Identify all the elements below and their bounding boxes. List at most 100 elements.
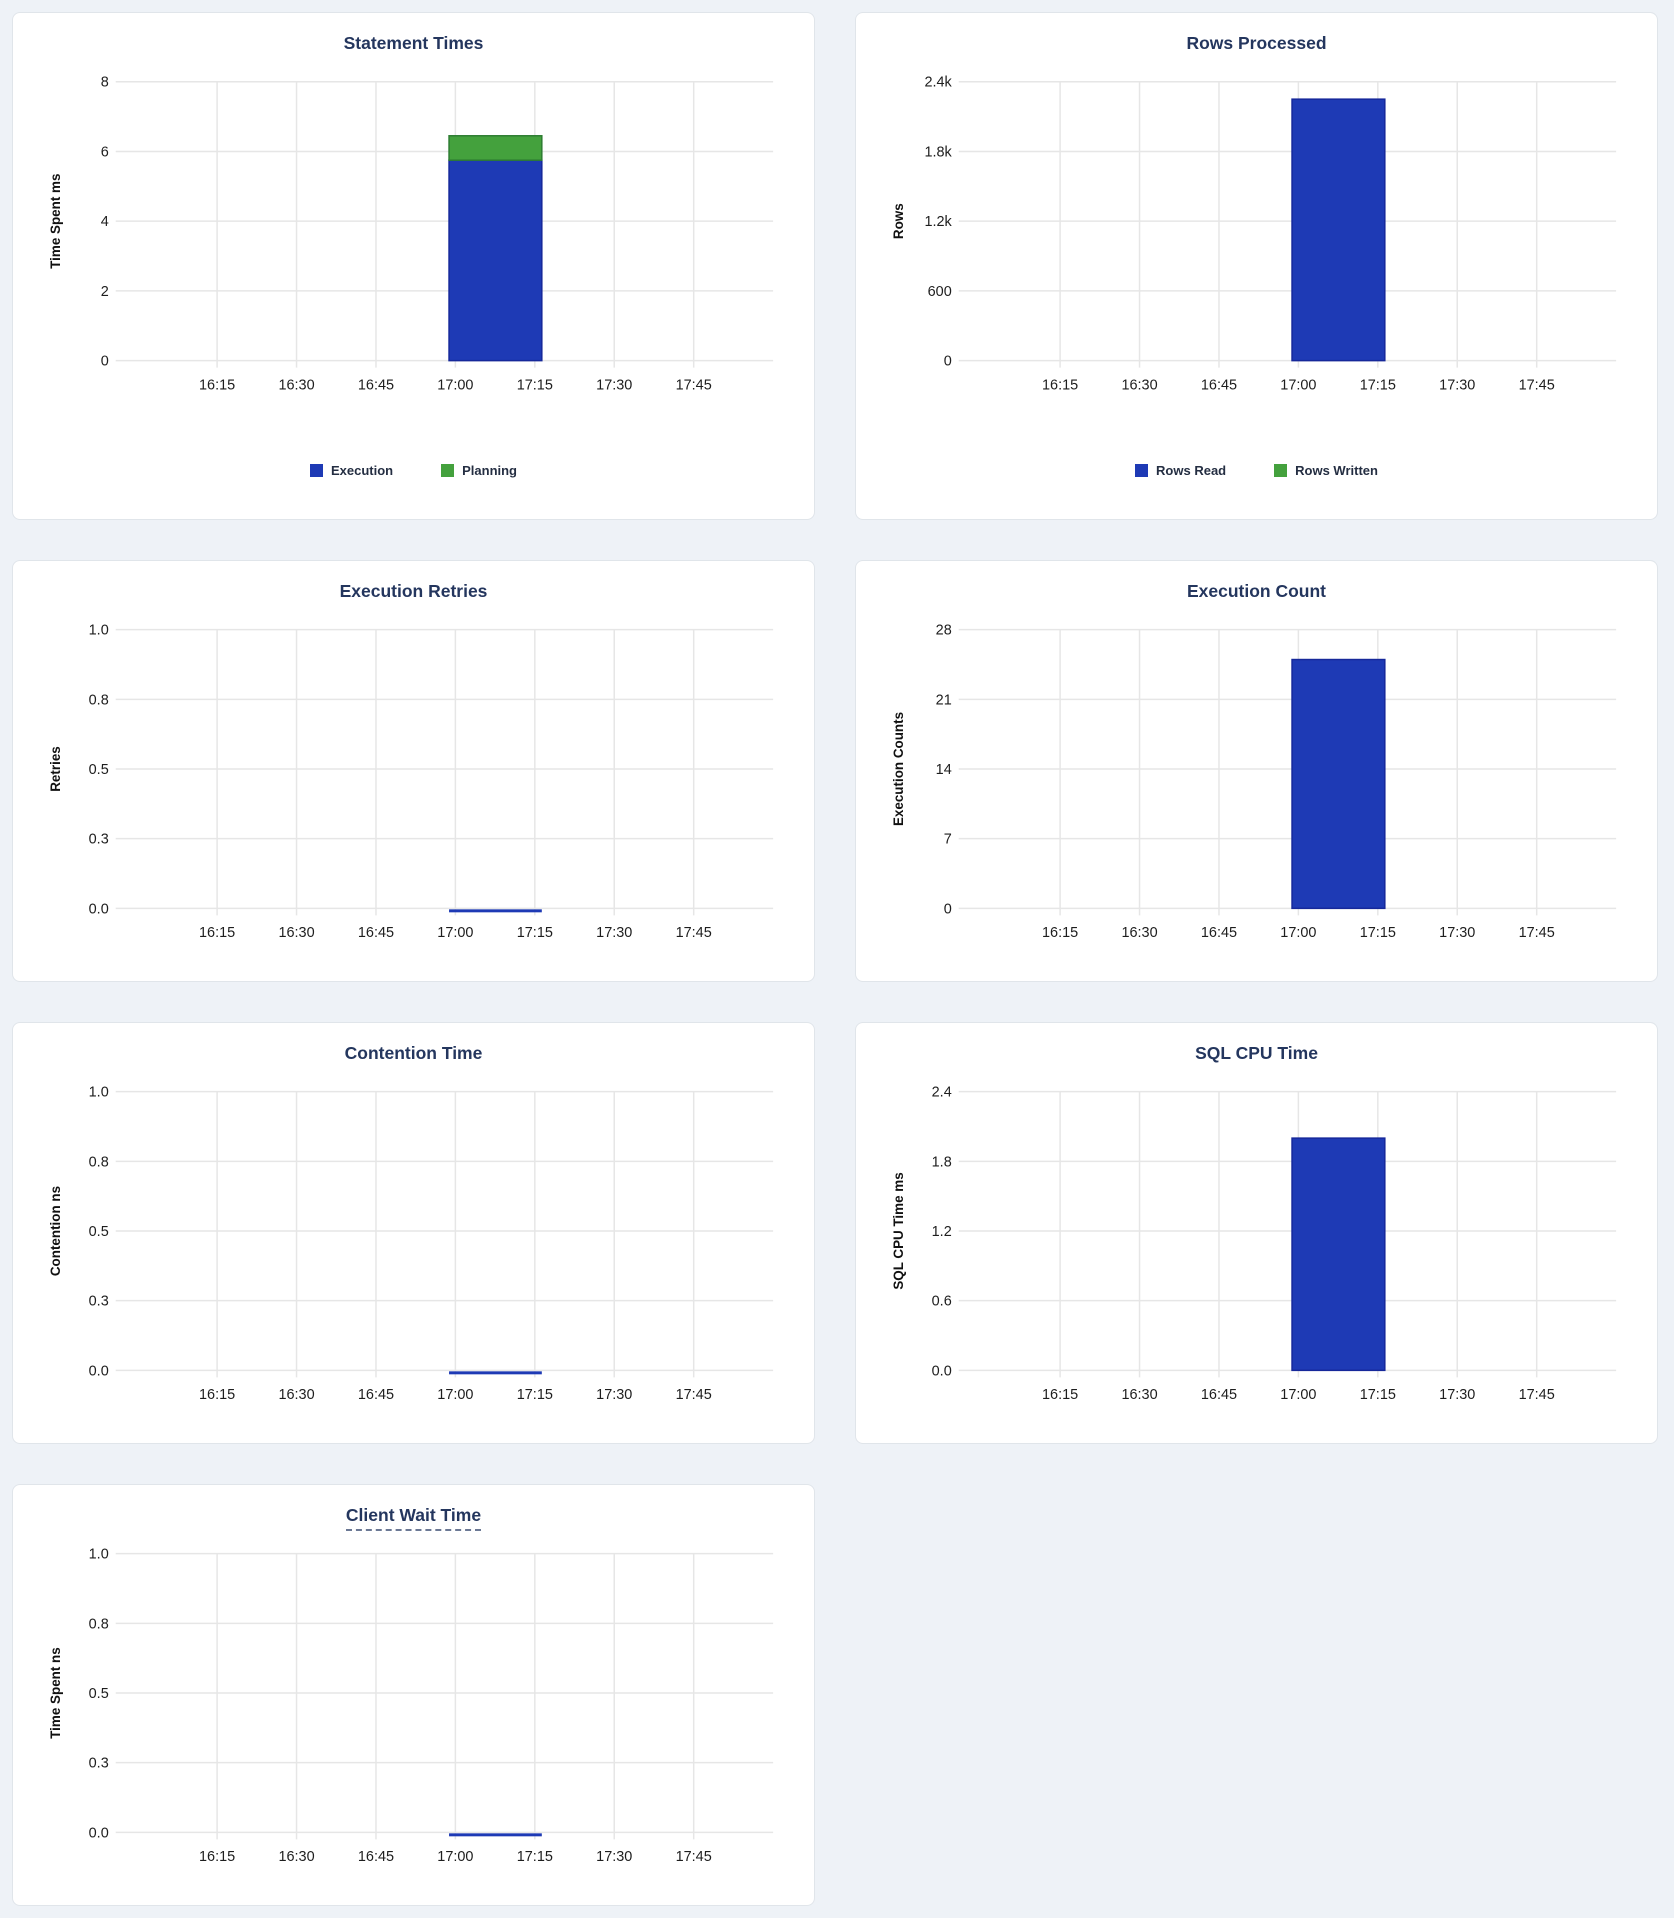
- x-tick-label: 17:45: [676, 925, 712, 941]
- chart-title: Rows Processed: [856, 33, 1657, 54]
- bar-segment: [448, 135, 543, 161]
- y-tick-label: 0.5: [89, 1686, 109, 1702]
- x-tick-label: 16:15: [1042, 1387, 1078, 1403]
- legend-item-rows-read: Rows Read: [1135, 463, 1226, 478]
- y-axis-title: Rows: [891, 203, 906, 239]
- y-tick-label: 14: [936, 762, 952, 778]
- bar-zero-line: [449, 1371, 542, 1375]
- chart-canvas: 0.0 0.6 1.2 1.8 2.4 16:15 16:30 16:45 17:00 17:15…: [891, 1085, 1617, 1403]
- x-tick-label: 17:00: [437, 378, 473, 394]
- y-tick-label: 0.3: [89, 832, 109, 848]
- x-tick-label: 17:30: [596, 1387, 632, 1403]
- legend-item-planning: Planning: [441, 463, 517, 478]
- y-tick-label: 2.4: [932, 1085, 952, 1101]
- x-tick-label: 17:15: [517, 1849, 553, 1865]
- chart-title: Contention Time: [13, 1043, 814, 1064]
- chart-title-text: Contention Time: [344, 1043, 483, 1063]
- chart-canvas: 0 600 1.2k 1.8k 2.4k 16:15 16:30 16:45 17:00 17:1…: [891, 75, 1617, 394]
- x-tick-label: 17:00: [1280, 1387, 1316, 1403]
- x-tick-label: 17:15: [517, 378, 553, 394]
- y-tick-label: 8: [101, 75, 109, 91]
- chart-legend: Execution Planning: [13, 463, 814, 478]
- x-tick-label: 17:45: [676, 378, 712, 394]
- x-tick-label: 16:30: [1121, 1387, 1157, 1403]
- chart-panel-client-wait-time: Client Wait Time 0.0 0.3 0.5 0.8 1.0 16:15 16:…: [12, 1484, 815, 1906]
- y-tick-label: 600: [928, 284, 952, 300]
- legend-swatch: [1274, 464, 1288, 477]
- x-tick-label: 17:00: [1280, 378, 1316, 394]
- y-tick-label: 0.0: [932, 1363, 952, 1379]
- x-tick-label: 17:00: [437, 1387, 473, 1403]
- chart-title: SQL CPU Time: [856, 1043, 1657, 1064]
- y-tick-label: 1.2: [932, 1224, 952, 1240]
- x-tick-label: 16:30: [278, 1849, 314, 1865]
- x-tick-label: 17:15: [517, 1387, 553, 1403]
- x-tick-label: 16:45: [358, 1849, 394, 1865]
- x-tick-label: 17:15: [1360, 378, 1396, 394]
- y-tick-label: 0.5: [89, 762, 109, 778]
- x-tick-label: 17:00: [1280, 925, 1316, 941]
- x-tick-label: 17:45: [676, 1387, 712, 1403]
- x-tick-label: 17:30: [596, 1849, 632, 1865]
- y-tick-label: 4: [101, 214, 109, 230]
- chart-title-text: SQL CPU Time: [1195, 1043, 1318, 1063]
- bar-segment: [1291, 658, 1386, 910]
- chart-title-text: Execution Count: [1186, 581, 1327, 601]
- y-tick-label: 0.5: [89, 1224, 109, 1240]
- chart-title: Statement Times: [13, 33, 814, 54]
- y-tick-label: 0: [944, 901, 952, 917]
- x-tick-label: 17:15: [517, 925, 553, 941]
- x-tick-label: 17:15: [1360, 1387, 1396, 1403]
- chart-panel-rows-processed: Rows Processed 0 600 1.2k 1.8k 2.4k 16:15 16:3…: [855, 12, 1658, 520]
- x-tick-label: 17:30: [596, 925, 632, 941]
- legend-item-execution: Execution: [309, 463, 394, 478]
- y-tick-label: 1.0: [89, 623, 109, 639]
- x-tick-label: 16:15: [1042, 378, 1078, 394]
- y-tick-label: 0.8: [89, 1616, 109, 1632]
- x-tick-label: 16:30: [1121, 378, 1157, 394]
- chart-legend: Rows Read Rows Written: [856, 463, 1657, 478]
- chart-title: Execution Retries: [13, 581, 814, 602]
- y-tick-label: 0.6: [932, 1294, 952, 1310]
- chart-title-text: Execution Retries: [339, 581, 488, 601]
- x-tick-label: 16:30: [278, 1387, 314, 1403]
- x-tick-label: 17:15: [1360, 925, 1396, 941]
- chart-title-text: Statement Times: [343, 33, 484, 53]
- x-tick-label: 16:45: [1201, 1387, 1237, 1403]
- y-tick-label: 7: [944, 832, 952, 848]
- chart-panel-contention-time: Contention Time 0.0 0.3 0.5 0.8 1.0 16:15 16:3…: [12, 1022, 815, 1444]
- legend-swatch: [1135, 464, 1149, 477]
- x-tick-label: 17:45: [1519, 925, 1555, 941]
- y-tick-label: 0.0: [89, 1363, 109, 1379]
- x-tick-label: 16:45: [358, 925, 394, 941]
- legend-label: Rows Read: [1156, 463, 1227, 478]
- bar-segment: [1291, 1137, 1386, 1372]
- y-tick-label: 0.0: [89, 1825, 109, 1841]
- bar-zero-line: [449, 909, 542, 913]
- x-tick-label: 17:45: [1519, 378, 1555, 394]
- chart-canvas: 0.0 0.3 0.5 0.8 1.0 16:15 16:30 16:45 17:00 17:15…: [48, 1085, 774, 1403]
- y-tick-label: 0.3: [89, 1294, 109, 1310]
- y-tick-label: 0.8: [89, 692, 109, 708]
- y-tick-label: 21: [936, 692, 952, 708]
- x-tick-label: 17:45: [1519, 1387, 1555, 1403]
- y-tick-label: 1.0: [89, 1085, 109, 1101]
- y-tick-label: 0.3: [89, 1756, 109, 1772]
- bar-segment: [448, 159, 543, 362]
- chart-title-text-tooltip[interactable]: Client Wait Time: [345, 1505, 482, 1531]
- y-tick-label: 2.4k: [924, 75, 952, 91]
- x-tick-label: 16:30: [278, 378, 314, 394]
- x-tick-label: 16:45: [358, 1387, 394, 1403]
- legend-label: Execution: [330, 463, 394, 478]
- legend-swatch: [309, 464, 323, 477]
- legend-swatch: [441, 464, 455, 477]
- y-axis-title: Time Spent ms: [48, 174, 63, 269]
- chart-panel-execution-retries: Execution Retries 0.0 0.3 0.5 0.8 1.0 16:15 16…: [12, 560, 815, 982]
- x-tick-label: 17:30: [1439, 925, 1475, 941]
- x-tick-label: 16:45: [1201, 378, 1237, 394]
- chart-title: Execution Count: [856, 581, 1657, 602]
- y-tick-label: 2: [101, 284, 109, 300]
- y-tick-label: 0.8: [89, 1154, 109, 1170]
- chart-panel-execution-count: Execution Count 0 7 14 21 28 16:15 16:30 16:45 1…: [855, 560, 1658, 982]
